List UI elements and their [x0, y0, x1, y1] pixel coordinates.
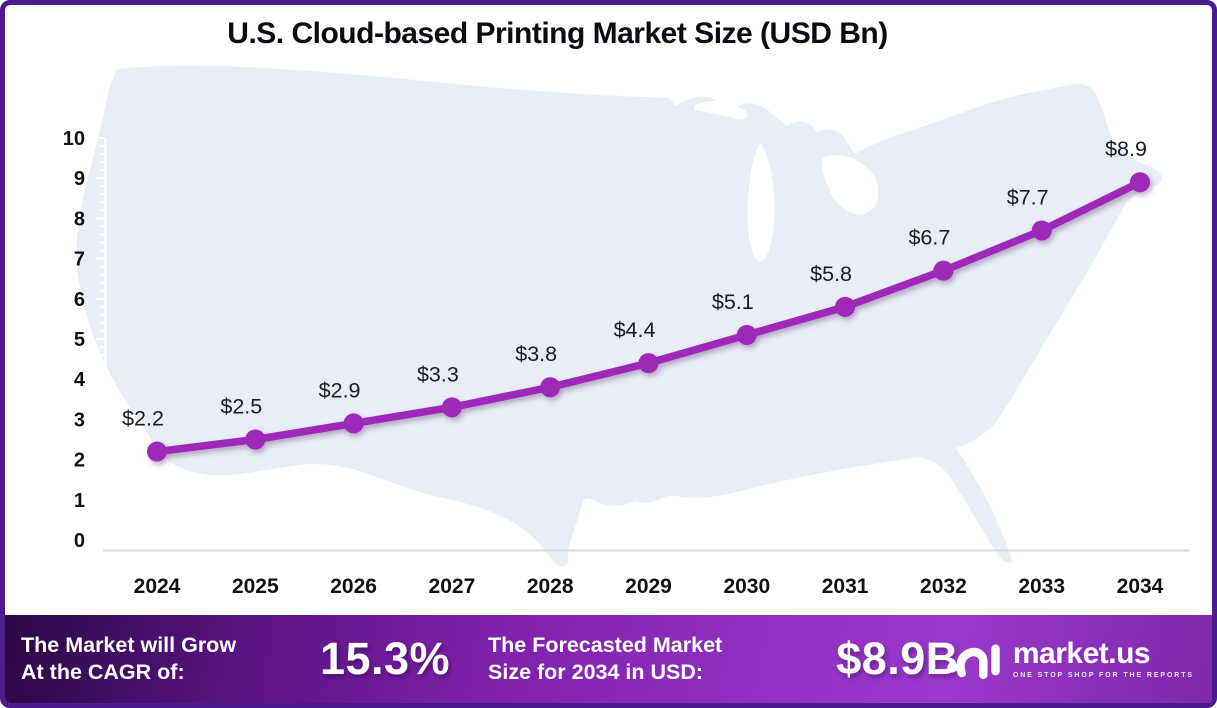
lake-superior [695, 100, 748, 120]
y-tick-label: 2 [74, 450, 85, 472]
x-tick-label: 2032 [920, 575, 967, 598]
chart-title: U.S. Cloud-based Printing Market Size (U… [227, 17, 888, 50]
cagr-label-line1: The Market will Grow [21, 633, 237, 657]
data-point-label: $5.8 [810, 262, 852, 286]
data-point [343, 413, 364, 434]
data-point [736, 324, 757, 345]
data-point-label: $3.3 [417, 362, 459, 386]
forecast-label-line1: The Forecasted Market [488, 633, 723, 657]
data-point-label: $8.9 [1105, 137, 1147, 161]
y-tick-label: 9 [74, 168, 85, 190]
y-tick-label: 0 [74, 530, 85, 552]
forecast-value: $8.9B [836, 633, 959, 684]
y-tick-label: 3 [74, 409, 85, 431]
logo-tagline: ONE STOP SHOP FOR THE REPORTS [1012, 672, 1194, 679]
data-point-label: $4.4 [614, 318, 656, 342]
marketus-logo: market.us ONE STOP SHOP FOR THE REPORTS [945, 632, 1194, 686]
data-point-label: $6.7 [908, 226, 950, 250]
data-point [1031, 220, 1052, 241]
data-point-label: $2.2 [122, 407, 164, 431]
lake-huron [821, 155, 879, 215]
y-tick-label: 1 [74, 490, 85, 512]
data-point [1130, 172, 1150, 193]
forecast-label: The Forecasted Market Size for 2034 in U… [488, 632, 722, 686]
data-point [540, 377, 561, 398]
x-tick-label: 2031 [822, 575, 869, 598]
data-point-label: $2.5 [220, 395, 262, 419]
y-tick-label: 5 [74, 329, 85, 351]
x-tick-label: 2025 [232, 575, 279, 598]
x-tick-label: 2027 [429, 575, 476, 598]
y-tick-label: 7 [74, 249, 85, 271]
lake-michigan [747, 143, 775, 262]
marketus-logo-icon [947, 644, 1000, 680]
y-tick-label: 6 [74, 289, 85, 311]
marketus-logo-text: market.us ONE STOP SHOP FOR THE REPORTS [1012, 637, 1194, 680]
data-point-label: $5.1 [712, 290, 754, 314]
market-size-series [147, 172, 1150, 462]
x-tick-label: 2030 [723, 575, 770, 598]
cagr-label: The Market will Grow At the CAGR of: [21, 632, 236, 686]
market-size-chart: 0 1 2 3 4 5 6 7 8 9 10 2024 2025 2026 2027 2028 2029 2030… [63, 65, 1189, 598]
logo-name: market.us [1012, 637, 1151, 670]
data-point-label: $7.7 [1007, 185, 1049, 209]
summary-banner: The Market will Grow At the CAGR of: 15.… [5, 615, 1212, 703]
x-tick-label: 2029 [625, 575, 672, 598]
data-point [835, 296, 856, 317]
data-point [441, 397, 462, 418]
x-tick-label: 2028 [527, 575, 574, 598]
us-map-silhouette [76, 65, 1162, 567]
x-tick-label: 2026 [330, 575, 377, 598]
data-point [147, 441, 167, 462]
cagr-label-line2: At the CAGR of: [21, 660, 185, 684]
data-point [933, 260, 954, 281]
y-tick-label: 4 [74, 369, 86, 391]
x-tick-label: 2034 [1117, 575, 1164, 598]
cagr-value: 15.3% [319, 633, 451, 684]
x-tick-label: 2033 [1018, 575, 1065, 598]
x-tick-label: 2024 [134, 575, 181, 598]
forecast-label-line2: Size for 2034 in USD: [488, 660, 704, 684]
data-point-label: $2.9 [319, 378, 361, 402]
data-point [245, 429, 266, 450]
data-point-label: $3.8 [515, 342, 557, 366]
y-tick-label: 10 [63, 128, 85, 150]
data-point [638, 353, 659, 374]
y-tick-label: 8 [74, 208, 85, 230]
